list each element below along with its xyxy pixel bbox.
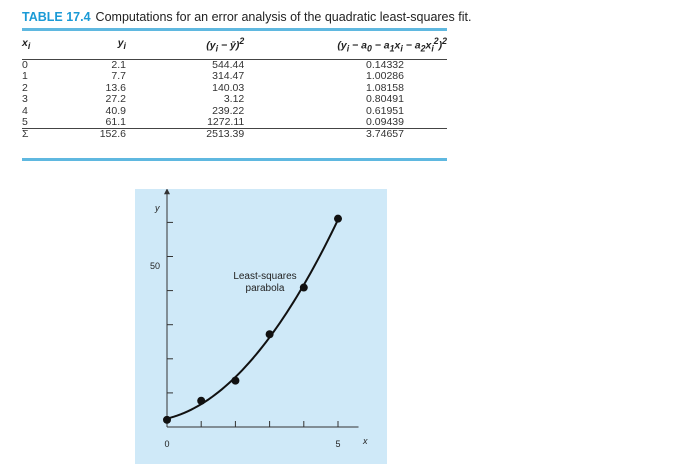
- cell-residual: 0.80491: [366, 93, 404, 106]
- cell-yi: 13.6: [105, 81, 126, 94]
- cell-deviation: 314.47: [212, 70, 245, 83]
- data-points: [163, 214, 342, 424]
- y-axis-arrow-icon: [164, 188, 170, 195]
- table-sum-row: Σ 152.6 2513.39 3.74657: [22, 128, 447, 141]
- x-axis-label: x: [362, 436, 368, 446]
- x-tick-label-5: 5: [335, 439, 340, 449]
- data-point: [163, 415, 171, 424]
- cell-yi: 61.1: [105, 116, 126, 129]
- cell-xi: 5: [22, 116, 28, 129]
- table-row: 4 40.9 239.22 0.61951: [22, 104, 447, 117]
- table-top-rule: [22, 28, 447, 31]
- annotation-line-1: Least-squares: [233, 271, 296, 282]
- sum-residual: 3.74657: [244, 128, 447, 141]
- cell-yi: 2.1: [111, 59, 126, 71]
- cell-yi: 7.7: [111, 70, 126, 83]
- cell-deviation: 239.22: [212, 104, 245, 117]
- cell-residual: 0.09439: [366, 116, 404, 129]
- cell-residual: 1.00286: [366, 70, 404, 83]
- table-header-row: xi yi (yi − ȳ)2 (yi − a0 − a1xi − a2xi2)…: [22, 34, 447, 60]
- cell-xi: 0: [22, 59, 28, 71]
- y-axis-label: y: [154, 203, 160, 213]
- table-row: 2 13.6 140.03 1.08158: [22, 81, 447, 94]
- plot-axes: [164, 188, 359, 428]
- data-point: [197, 396, 206, 405]
- cell-residual: 1.08158: [366, 81, 404, 94]
- cell-deviation: 3.12: [223, 93, 245, 106]
- error-analysis-table: xi yi (yi − ȳ)2 (yi − a0 − a1xi − a2xi2)…: [22, 34, 447, 141]
- table-bottom-rule: [22, 158, 447, 161]
- table-row: 0 2.1 544.44 0.14332: [22, 59, 447, 72]
- annotation-line-2: parabola: [246, 283, 285, 294]
- sum-symbol: Σ: [22, 128, 58, 141]
- cell-yi: 40.9: [105, 104, 126, 117]
- table-caption-text: Computations for an error analysis of th…: [95, 10, 472, 24]
- plot-ticks: [167, 221, 339, 427]
- cell-deviation: 1272.11: [207, 116, 245, 129]
- table-row: 3 27.2 3.12 0.80491: [22, 93, 447, 106]
- cell-xi: 2: [22, 81, 28, 94]
- sum-deviation: 2513.39: [125, 128, 245, 141]
- header-deviation-squared: (yi − ȳ)2: [125, 34, 245, 60]
- table-row: 5 61.1 1272.11 0.09439: [22, 116, 447, 129]
- data-point: [299, 283, 308, 292]
- cell-xi: 1: [22, 70, 28, 83]
- cell-deviation: 140.03: [212, 81, 245, 94]
- cell-xi: 3: [22, 93, 28, 106]
- data-point: [231, 376, 240, 385]
- cell-yi: 27.2: [105, 93, 126, 106]
- data-point: [265, 330, 274, 339]
- cell-residual: 0.14332: [366, 59, 404, 71]
- header-xi: xi: [22, 34, 58, 60]
- cell-deviation: 544.44: [212, 59, 245, 71]
- header-yi: yi: [57, 34, 126, 60]
- least-squares-parabola-curve: [166, 219, 339, 420]
- table-body: 0 2.1 544.44 0.14332 1 7.7 314.47 1.0028…: [22, 59, 447, 141]
- header-residual-squared: (yi − a0 − a1xi − a2xi2)2: [244, 34, 447, 60]
- figure-panel: y x 50 0 5 Least-squares parabola: [135, 188, 387, 464]
- table-row: 1 7.7 314.47 1.00286: [22, 70, 447, 83]
- sum-yi: 152.6: [57, 128, 126, 141]
- cell-residual: 0.61951: [366, 104, 404, 117]
- least-squares-plot: y x 50 0 5 Least-squares parabola: [150, 188, 368, 449]
- cell-xi: 4: [22, 104, 28, 117]
- y-tick-label-50: 50: [150, 261, 160, 271]
- data-point: [334, 214, 342, 223]
- table-caption: TABLE 17.4 Computations for an error anal…: [22, 10, 471, 24]
- x-tick-label-0: 0: [164, 439, 169, 449]
- table-number: TABLE 17.4: [22, 10, 91, 24]
